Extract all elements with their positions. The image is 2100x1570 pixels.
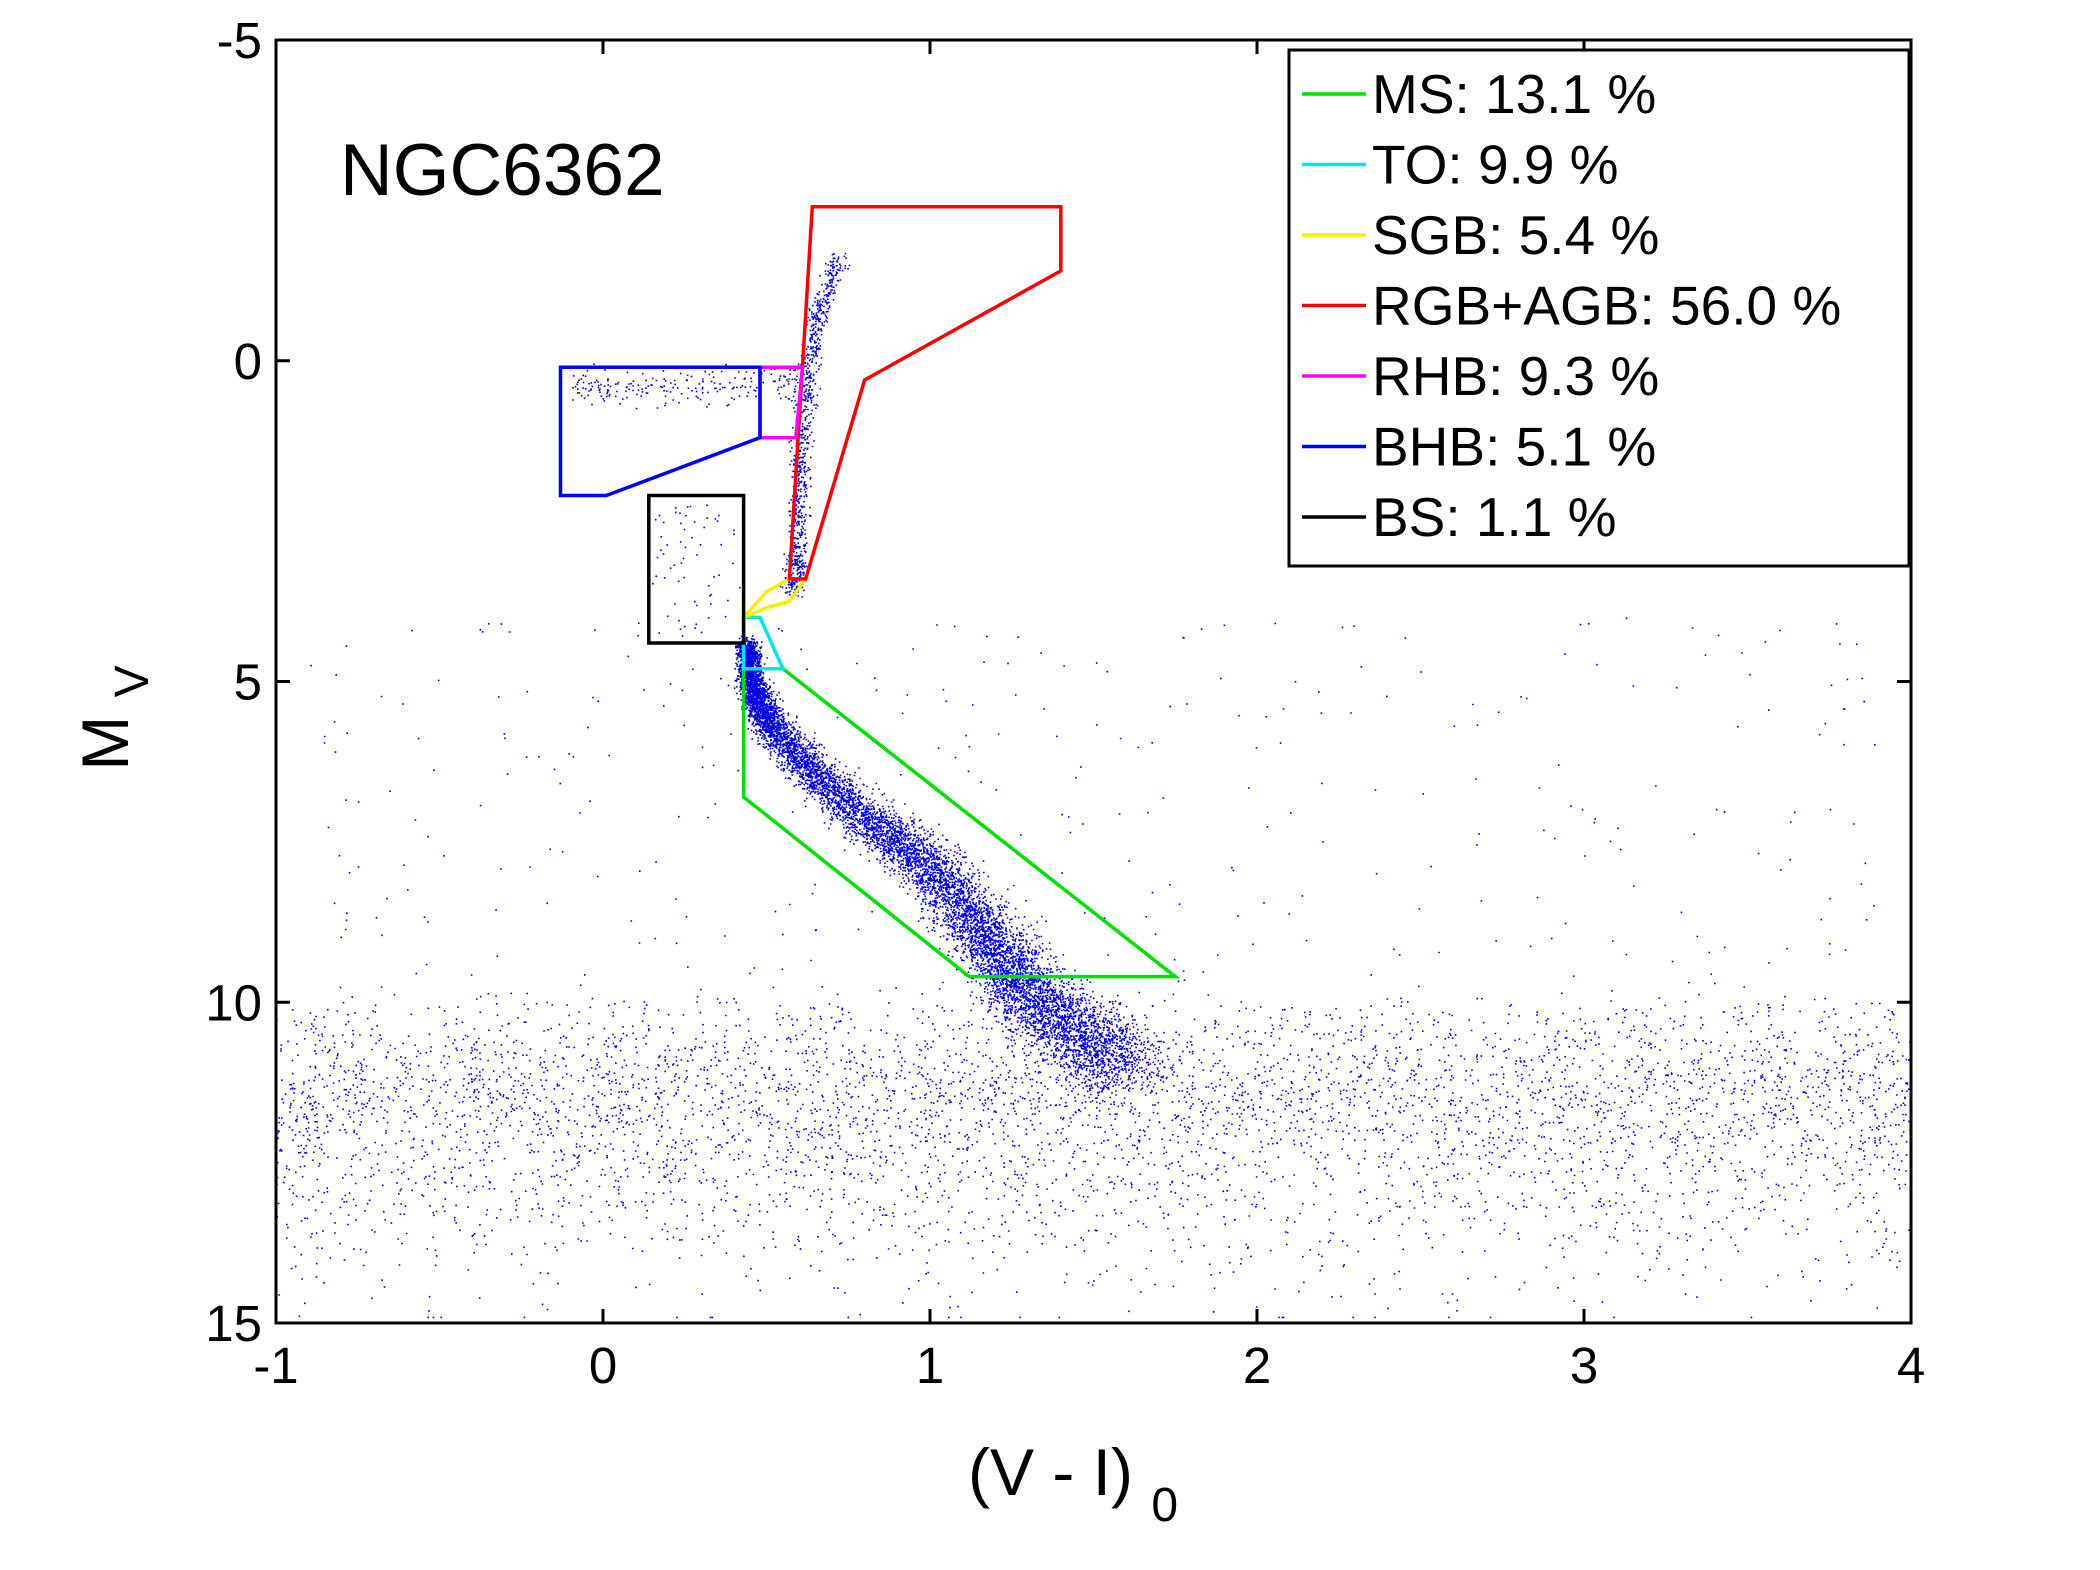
- legend-item: MS: 13.1 %: [1302, 63, 1656, 125]
- x-axis-title-subscript: 0: [1151, 1479, 1178, 1532]
- legend-item: RGB+AGB: 56.0 %: [1302, 275, 1841, 337]
- x-axis-ticks: -1 0 1 2 3 4: [253, 40, 1925, 1394]
- y-axis-title-subscript: V: [106, 665, 159, 697]
- x-tick-label: 4: [1897, 1337, 1925, 1394]
- x-tick-label: 0: [589, 1337, 617, 1394]
- y-axis-title-main: M: [68, 716, 142, 771]
- legend-label: BS: 1.1 %: [1372, 486, 1617, 548]
- legend-entries: MS: 13.1 % TO: 9.9 % SGB: 5.4 % RGB+AGB: 56…: [1302, 63, 1841, 548]
- x-axis-title: (V - I) 0: [968, 1435, 1178, 1532]
- cluster-name-label: NGC6362: [340, 130, 665, 211]
- region-bhb: [558, 365, 762, 498]
- legend-label: MS: 13.1 %: [1372, 63, 1656, 125]
- legend-item: BS: 1.1 %: [1302, 486, 1617, 548]
- legend-label: RGB+AGB: 56.0 %: [1372, 275, 1841, 337]
- legend-label: BHB: 5.1 %: [1372, 416, 1656, 478]
- x-tick-label: -1: [253, 1337, 298, 1394]
- x-tick-label: 3: [1570, 1337, 1598, 1394]
- x-tick-label: 1: [916, 1337, 944, 1394]
- legend-box: [1287, 48, 1911, 568]
- selection-regions: [558, 205, 1181, 979]
- legend-item: TO: 9.9 %: [1302, 134, 1619, 196]
- y-tick-label: 10: [205, 974, 262, 1031]
- region-to: [741, 615, 786, 671]
- x-tick-label: 2: [1243, 1337, 1271, 1394]
- x-axis-title-main: (V - I): [968, 1435, 1133, 1509]
- legend-item: RHB: 9.3 %: [1302, 345, 1659, 407]
- legend-item: BHB: 5.1 %: [1302, 416, 1656, 478]
- legend: MS: 13.1 % TO: 9.9 % SGB: 5.4 % RGB+AGB: 56…: [1287, 48, 1911, 568]
- legend-item: SGB: 5.4 %: [1302, 204, 1659, 266]
- y-axis-title: M V: [68, 665, 159, 770]
- y-tick-label: 15: [205, 1295, 262, 1352]
- y-axis-ticks: -5 0 5 10 15: [205, 12, 1911, 1352]
- y-tick-label: 5: [234, 654, 262, 711]
- region-rgb-agb: [787, 205, 1063, 581]
- y-tick-label: -5: [217, 12, 262, 69]
- legend-label: SGB: 5.4 %: [1372, 204, 1659, 266]
- y-tick-label: 0: [234, 333, 262, 390]
- legend-label: TO: 9.9 %: [1372, 134, 1619, 196]
- region-bs: [647, 493, 746, 645]
- legend-label: RHB: 9.3 %: [1372, 345, 1659, 407]
